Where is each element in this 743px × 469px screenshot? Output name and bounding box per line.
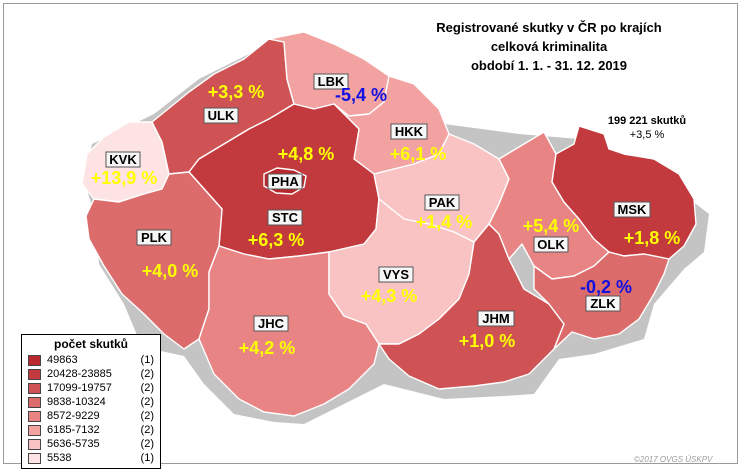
label-jhm: JHM <box>477 310 515 327</box>
legend-item: 9838-10324 (2) <box>28 395 154 409</box>
svg-text:PLK: PLK <box>141 230 168 245</box>
legend-swatch <box>28 438 41 450</box>
label-jhc: JHC <box>253 315 289 332</box>
change-olk: +5,4 % <box>523 216 580 236</box>
legend-item: 20428-23885 (2) <box>28 367 154 381</box>
legend-count: (2) <box>140 396 154 408</box>
svg-text:PAK: PAK <box>429 195 456 210</box>
svg-text:ZLK: ZLK <box>590 296 616 311</box>
change-ulk: +3,3 % <box>208 82 265 102</box>
legend-title: počet skutků <box>53 337 128 351</box>
legend-count: (1) <box>140 452 154 464</box>
svg-text:STC: STC <box>272 210 299 225</box>
title-line-2: celková kriminalita <box>490 39 608 54</box>
change-msk: +1,8 % <box>624 228 681 248</box>
total-change: +3,5 % <box>629 129 665 141</box>
change-plk: +4,0 % <box>142 261 199 281</box>
change-hkk: +6,1 % <box>390 144 447 164</box>
label-olk: OLK <box>533 236 569 253</box>
legend-swatch <box>28 424 41 436</box>
label-lbk: LBK <box>313 73 349 90</box>
change-jhc: +4,2 % <box>239 338 296 358</box>
label-vys: VYS <box>378 266 414 283</box>
legend-count: (2) <box>140 410 154 422</box>
svg-text:OLK: OLK <box>537 237 565 252</box>
legend-range: 5636-5735 <box>47 438 100 450</box>
legend-item: 17099-19757 (2) <box>28 381 154 395</box>
label-ulk: ULK <box>203 107 239 124</box>
change-lbk: -5,4 % <box>335 85 387 105</box>
legend-range: 5538 <box>47 452 72 464</box>
legend-swatch <box>28 354 41 366</box>
title-line-1: Registrované skutky v ČR po krajích <box>436 20 662 35</box>
legend-count: (2) <box>140 424 154 436</box>
change-pha: +4,8 % <box>278 144 335 164</box>
legend-item: 5538 (1) <box>28 451 154 465</box>
legend-swatch <box>28 368 41 380</box>
region-jhm[interactable] <box>378 223 565 390</box>
change-jhm: +1,0 % <box>459 331 516 351</box>
region-msk[interactable] <box>551 125 697 260</box>
legend-count: (1) <box>140 354 154 366</box>
map-frame: KVK ULK LBK HKK PHA STC PLK PAK <box>3 3 738 469</box>
legend-range: 9838-10324 <box>47 396 106 408</box>
label-kvk: KVK <box>105 151 141 168</box>
label-zlk: ZLK <box>585 295 621 312</box>
label-plk: PLK <box>136 229 172 246</box>
legend-item: 6185-7132 (2) <box>28 423 154 437</box>
total-summary: 199 221 skutků +3,5 % <box>592 114 702 142</box>
svg-text:ULK: ULK <box>208 108 235 123</box>
map-title: Registrované skutky v ČR po krajích celk… <box>394 18 704 75</box>
label-pha: PHA <box>267 173 303 190</box>
legend-swatch <box>28 382 41 394</box>
title-line-3: období 1. 1. - 31. 12. 2019 <box>470 58 628 73</box>
change-vys: +4,3 % <box>361 286 418 306</box>
svg-text:PHA: PHA <box>271 174 299 189</box>
legend-item: 5636-5735 (2) <box>28 437 154 451</box>
legend-item: 8572-9229 (2) <box>28 409 154 423</box>
label-pak: PAK <box>424 194 460 211</box>
total-count: 199 221 skutků <box>607 115 687 127</box>
legend-swatch <box>28 452 41 464</box>
legend-range: 20428-23885 <box>47 368 112 380</box>
legend-swatch <box>28 396 41 408</box>
change-zlk: -0,2 % <box>580 277 632 297</box>
legend-range: 8572-9229 <box>47 410 100 422</box>
legend: počet skutků 49863 (1) 20428-23885 (2) 170… <box>21 334 161 469</box>
svg-text:HKK: HKK <box>395 124 424 139</box>
legend-count: (2) <box>140 438 154 450</box>
svg-text:JHC: JHC <box>258 316 285 331</box>
legend-swatch <box>28 410 41 422</box>
czech-regions-map: KVK ULK LBK HKK PHA STC PLK PAK <box>81 31 709 424</box>
change-kvk: +13,9 % <box>91 168 158 188</box>
svg-text:MSK: MSK <box>618 202 648 217</box>
change-pak: +1,4 % <box>416 212 473 232</box>
legend-rows: 49863 (1) 20428-23885 (2) 17099-19757 (2) 9… <box>28 353 154 465</box>
legend-count: (2) <box>140 382 154 394</box>
svg-text:KVK: KVK <box>109 152 137 167</box>
legend-item: 49863 (1) <box>28 353 154 367</box>
change-stc: +6,3 % <box>248 230 305 250</box>
legend-range: 6185-7132 <box>47 424 100 436</box>
region-jhc[interactable] <box>198 245 380 417</box>
legend-range: 49863 <box>47 354 78 366</box>
svg-text:LBK: LBK <box>318 74 345 89</box>
legend-range: 17099-19757 <box>47 382 112 394</box>
copyright: ©2017 OVGS ÚSKPV <box>634 455 713 464</box>
label-stc: STC <box>267 209 303 226</box>
svg-text:VYS: VYS <box>383 267 409 282</box>
label-hkk: HKK <box>390 123 428 140</box>
legend-count: (2) <box>140 368 154 380</box>
label-msk: MSK <box>613 201 651 218</box>
svg-text:JHM: JHM <box>482 311 509 326</box>
